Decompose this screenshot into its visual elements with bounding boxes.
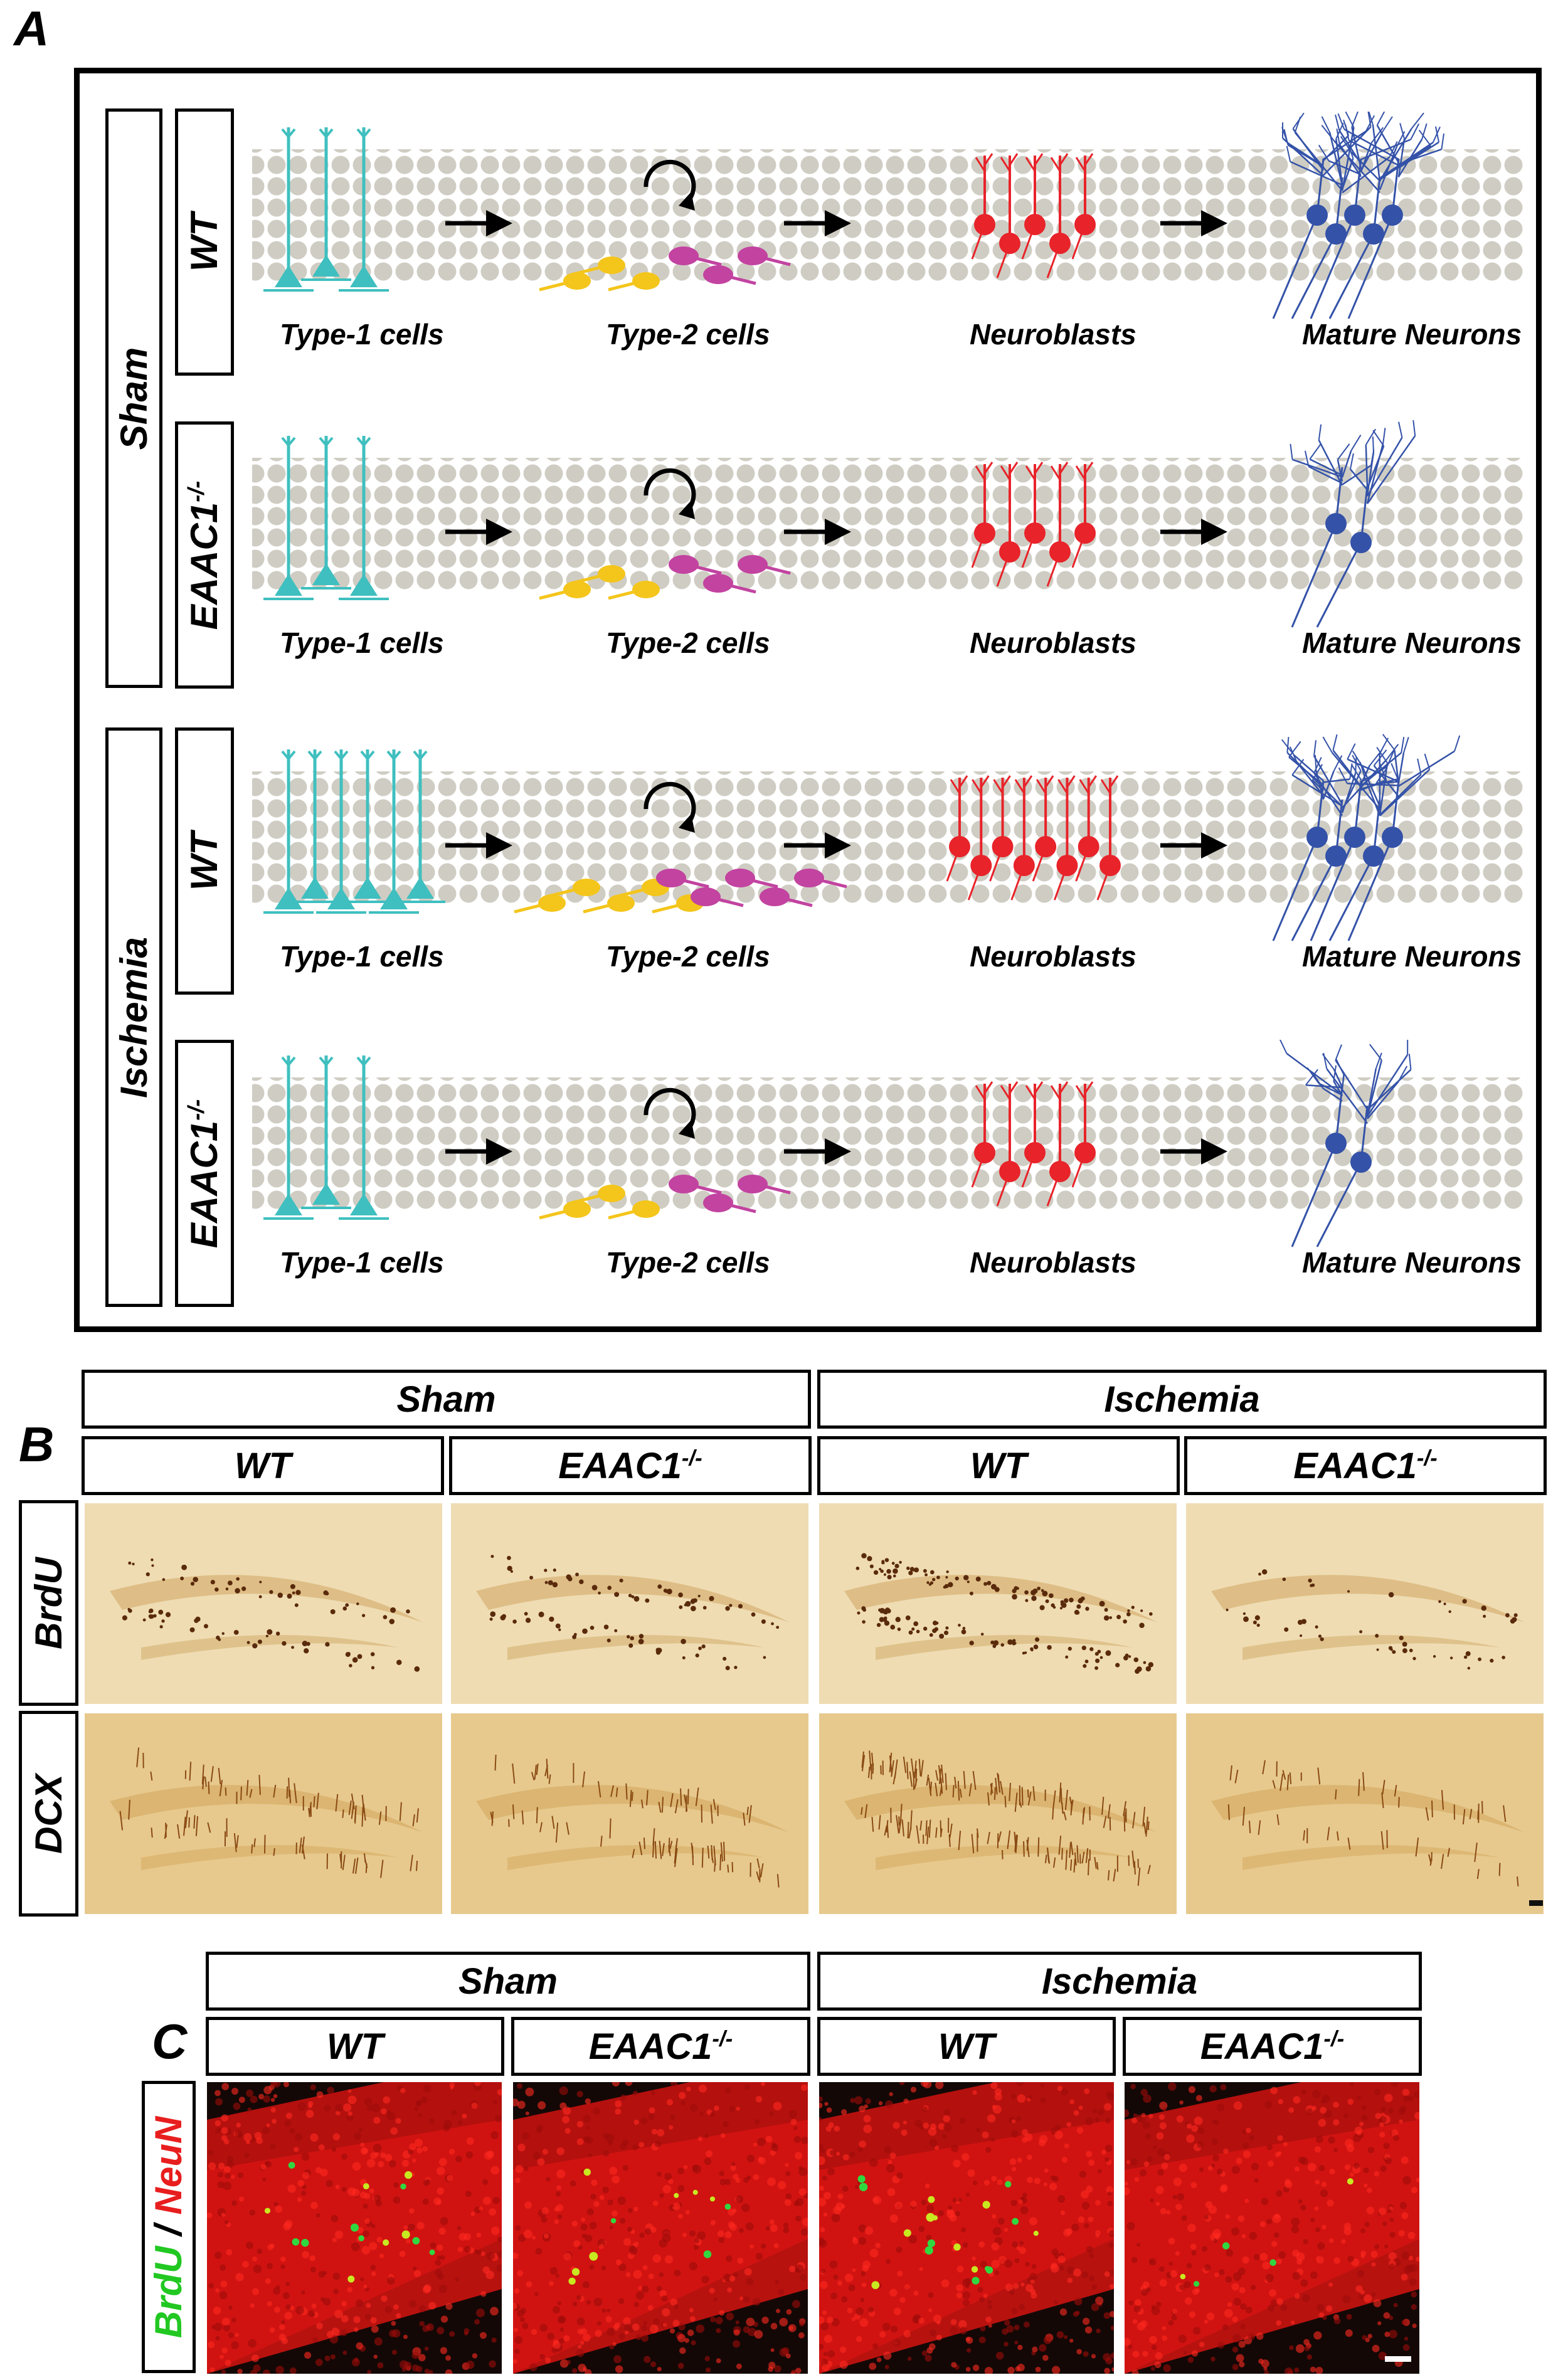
stage-label-type1: Type-1 cells (280, 1246, 444, 1279)
brdu-micrograph-ischemia-eaac1 (1186, 1503, 1544, 1704)
type1-cells (263, 127, 389, 292)
stage-label-type2: Type-2 cells (606, 627, 770, 659)
genotype-label-ischemia-eaac1: EAAC1-/- (175, 1040, 234, 1307)
brdu-neun-micrograph-sham-wt (207, 2082, 502, 2374)
stage-label-neuroblasts: Neuroblasts (970, 627, 1136, 659)
panel-a-frame (74, 68, 1542, 1332)
c-genotype-sham-wt: WT (206, 2017, 504, 2076)
b-condition-ischemia: Ischemia (817, 1370, 1547, 1429)
stage-label-mature-neurons: Mature Neurons (1302, 940, 1522, 973)
b-genotype-ischemia-wt: WT (817, 1436, 1180, 1495)
stage-label-mature-neurons: Mature Neurons (1302, 318, 1522, 351)
b-stain-label-brdu: BrdU (19, 1500, 78, 1706)
b-stain-label-dcx: DCX (19, 1711, 78, 1917)
genotype-label-ischemia-wt: WT (175, 727, 234, 995)
c-genotype-ischemia-wt: WT (817, 2017, 1116, 2076)
b-scale-bar (1529, 1900, 1543, 1906)
mature-neurons (1279, 1040, 1412, 1247)
type1-cells (263, 1055, 389, 1220)
dcx-micrograph-sham-eaac1 (451, 1713, 808, 1914)
brdu-micrograph-sham-wt (85, 1503, 442, 1704)
lineage-row-ischemia-eaac1 (252, 1040, 1525, 1247)
c-genotype-sham-eaac1: EAAC1-/- (511, 2017, 810, 2076)
stage-label-neuroblasts: Neuroblasts (970, 1246, 1136, 1279)
mature-neurons (1272, 734, 1461, 941)
dcx-micrograph-sham-wt (85, 1713, 442, 1914)
b-condition-sham: Sham (82, 1370, 811, 1429)
dcx-micrograph-ischemia-eaac1 (1186, 1713, 1544, 1914)
c-condition-ischemia: Ischemia (817, 1952, 1422, 2011)
stage-label-type1: Type-1 cells (280, 627, 444, 659)
group-label-sham: Sham (105, 108, 162, 688)
b-genotype-sham-eaac1: EAAC1-/- (449, 1436, 812, 1495)
lineage-row-sham-eaac1 (252, 420, 1525, 628)
neuroblasts (971, 153, 1096, 278)
type2-cells (539, 159, 791, 292)
c-scale-bar (1385, 2356, 1411, 2362)
stage-label-neuroblasts: Neuroblasts (970, 318, 1136, 351)
stage-label-type1: Type-1 cells (280, 940, 444, 973)
stage-label-type2: Type-2 cells (606, 940, 770, 973)
c-stain-label: BrdU / NeuN (142, 2081, 196, 2373)
mature-neurons (1272, 112, 1445, 319)
type1-cells (263, 436, 389, 600)
brdu-micrograph-ischemia-wt (819, 1503, 1177, 1704)
type1-cells (263, 749, 445, 914)
stage-label-mature-neurons: Mature Neurons (1302, 627, 1522, 659)
genotype-label-sham-eaac1: EAAC1-/- (175, 421, 234, 689)
stage-label-neuroblasts: Neuroblasts (970, 940, 1136, 973)
dcx-micrograph-ischemia-wt (819, 1713, 1177, 1914)
brdu-neun-micrograph-ischemia-eaac1 (1125, 2082, 1419, 2374)
lineage-row-sham-wt (252, 112, 1525, 319)
neuroblasts (971, 1081, 1096, 1207)
c-condition-sham: Sham (206, 1952, 810, 2011)
brdu-neun-micrograph-ischemia-wt (819, 2082, 1114, 2374)
stage-label-type2: Type-2 cells (606, 1246, 770, 1279)
stage-label-type2: Type-2 cells (606, 318, 770, 351)
lineage-row-ischemia-wt (252, 734, 1525, 941)
c-genotype-ischemia-eaac1: EAAC1-/- (1123, 2017, 1422, 2076)
panel-a-letter: A (14, 1, 50, 56)
brdu-micrograph-sham-eaac1 (451, 1503, 808, 1704)
type2-cells (539, 1087, 791, 1220)
stage-label-mature-neurons: Mature Neurons (1302, 1246, 1522, 1279)
neuroblasts (946, 775, 1121, 901)
b-genotype-sham-wt: WT (82, 1436, 444, 1495)
group-label-ischemia: Ischemia (105, 727, 162, 1307)
neuroblasts (971, 462, 1096, 587)
b-genotype-ischemia-eaac1: EAAC1-/- (1184, 1436, 1547, 1495)
panel-b-letter: B (19, 1417, 55, 1472)
type2-cells (514, 781, 847, 914)
brdu-neun-micrograph-sham-eaac1 (513, 2082, 808, 2374)
mature-neurons (1290, 420, 1416, 628)
stage-label-type1: Type-1 cells (280, 318, 444, 351)
genotype-label-sham-wt: WT (175, 108, 234, 376)
type2-cells (539, 468, 791, 600)
panel-c-letter: C (152, 2014, 188, 2069)
